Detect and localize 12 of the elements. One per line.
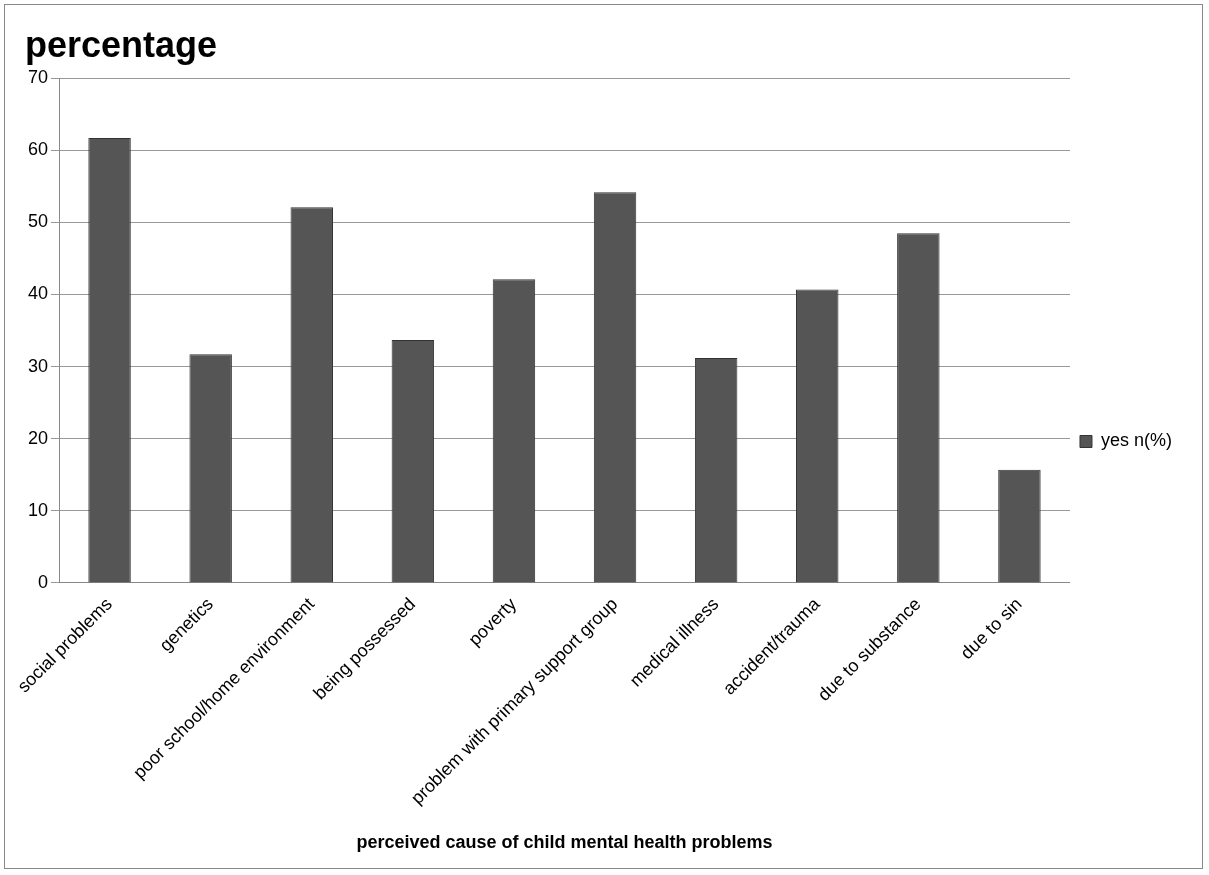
y-tick-label: 40: [27, 283, 49, 304]
x-axis-title: perceived cause of child mental health problems: [356, 832, 773, 853]
y-tick-label: 0: [38, 571, 49, 592]
y-tick-label: 70: [27, 67, 49, 88]
y-tick-label: 10: [27, 499, 49, 520]
y-tick-label: 20: [27, 427, 49, 448]
y-tick-label: 50: [27, 211, 49, 232]
y-tick-label: 60: [27, 139, 49, 160]
y-tick-label: 30: [27, 355, 49, 376]
chart-title: percentage: [25, 23, 218, 65]
x-tick-label: due to sin: [956, 593, 1026, 664]
legend-label: yes n(%): [1100, 430, 1172, 451]
